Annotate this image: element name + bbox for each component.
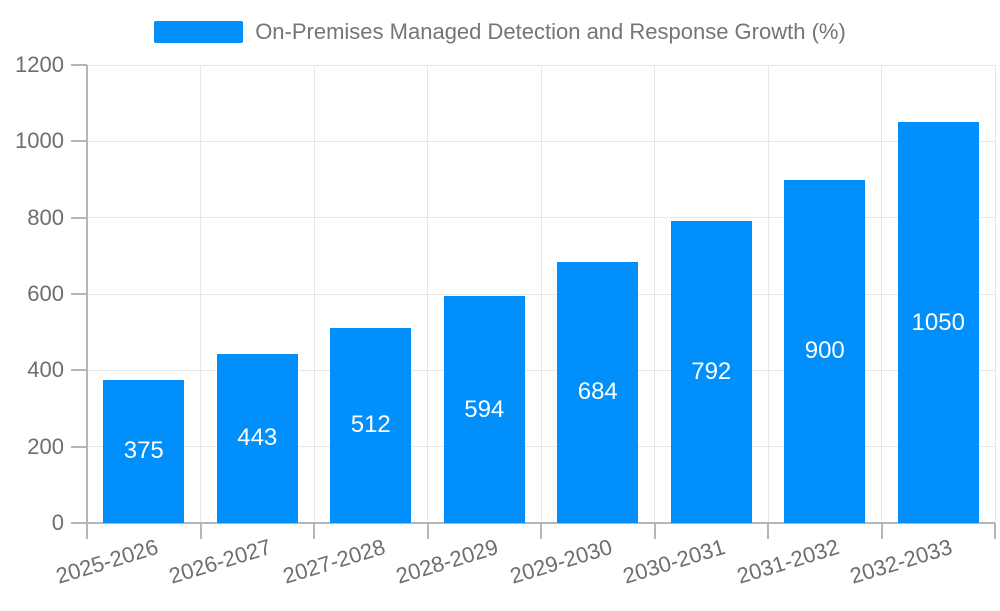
x-axis-tick	[313, 523, 315, 539]
y-axis-tick	[71, 522, 87, 524]
bar[interactable]: 1050	[897, 122, 979, 523]
x-axis-line	[87, 522, 995, 524]
y-axis-label: 800	[27, 204, 64, 230]
x-axis-tick	[994, 523, 996, 539]
bar[interactable]: 792	[670, 220, 752, 523]
y-axis-label: 200	[27, 433, 64, 459]
bar[interactable]: 512	[330, 327, 412, 523]
bar[interactable]: 684	[557, 261, 639, 523]
y-axis-label: 400	[27, 357, 64, 383]
bar-value-label: 512	[350, 411, 391, 439]
y-axis-tick	[71, 445, 87, 448]
bar[interactable]: 375	[103, 379, 185, 523]
gridline-v	[427, 65, 428, 523]
bar-value-label: 900	[804, 337, 845, 365]
x-axis-tick	[426, 523, 429, 539]
x-axis-tick	[767, 523, 769, 539]
x-axis-tick	[199, 523, 202, 539]
bar[interactable]: 900	[784, 179, 866, 523]
y-axis-tick	[71, 64, 87, 66]
bar-value-label: 792	[691, 357, 732, 385]
gridline-v	[767, 65, 769, 523]
x-axis-tick	[880, 523, 883, 539]
bar[interactable]: 594	[443, 296, 525, 523]
x-axis-tick	[86, 523, 88, 539]
y-axis-label: 1200	[15, 52, 64, 77]
gridline-v	[200, 65, 201, 523]
y-axis-line	[86, 65, 88, 523]
gridline-v	[540, 65, 542, 523]
chart-legend[interactable]: On-Premises Managed Detection and Respon…	[0, 18, 1000, 46]
gridline-v	[994, 65, 996, 523]
bar[interactable]: 443	[216, 353, 298, 523]
legend-swatch-icon	[154, 21, 244, 43]
y-axis-label: 0	[51, 510, 64, 535]
gridline-v	[313, 65, 315, 523]
bar-value-label: 1050	[911, 308, 965, 336]
gridline-v	[654, 65, 655, 523]
gridline-v	[881, 65, 882, 523]
bar-value-label: 594	[464, 395, 505, 423]
y-axis-tick	[71, 216, 87, 219]
y-axis-label: 600	[27, 281, 64, 306]
bar-value-label: 375	[123, 437, 164, 465]
y-axis-tick	[71, 140, 87, 143]
x-axis-tick	[540, 523, 542, 539]
bar-value-label: 443	[237, 424, 278, 452]
bar-value-label: 684	[577, 378, 618, 406]
y-axis-label: 1000	[15, 128, 64, 154]
x-axis-tick	[653, 523, 656, 539]
y-axis-tick	[71, 369, 87, 372]
legend-series-label: On-Premises Managed Detection and Respon…	[255, 19, 846, 44]
y-axis-tick	[71, 293, 87, 295]
